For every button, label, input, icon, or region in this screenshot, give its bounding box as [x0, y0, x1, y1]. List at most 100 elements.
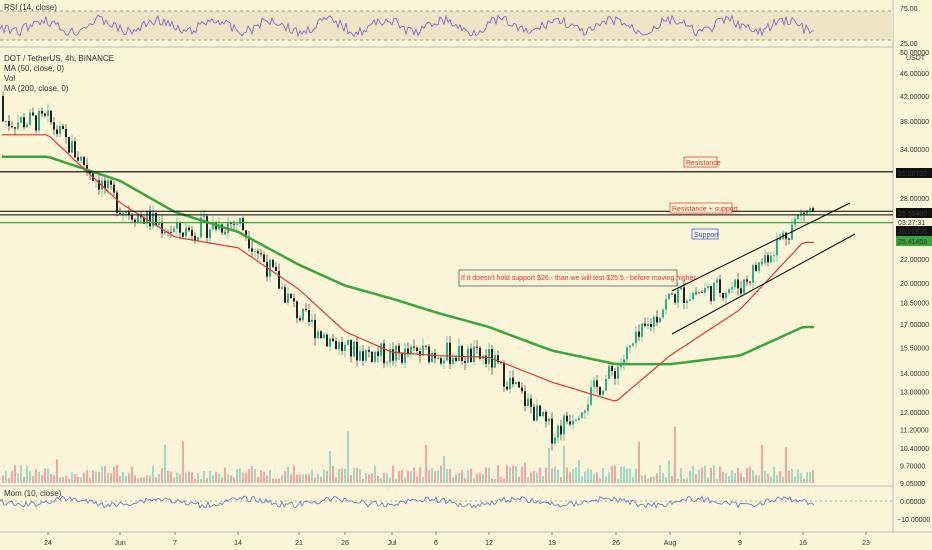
svg-text:Support: Support [694, 232, 719, 239]
volume-bar [566, 467, 568, 483]
candle [182, 232, 184, 237]
candle [392, 349, 394, 361]
candle [338, 341, 340, 349]
candle [191, 230, 193, 236]
price-tick-6: 28.00000 [900, 196, 929, 203]
volume-bar [152, 465, 154, 483]
candle [377, 351, 379, 357]
volume-bar [242, 472, 244, 483]
candle [149, 210, 151, 227]
annotation-support: Support [691, 228, 719, 240]
volume-bar [122, 471, 124, 483]
candle [806, 210, 808, 214]
volume-bar [656, 473, 658, 483]
volume-bar [179, 474, 181, 483]
annotation-resistance: Resistance [683, 156, 721, 168]
candle [311, 319, 313, 323]
volume-bar [200, 478, 202, 483]
candle [764, 255, 766, 264]
volume-bar [245, 472, 247, 483]
candle [677, 289, 679, 303]
candle [431, 352, 433, 363]
candle [443, 360, 445, 364]
volume-bar [524, 462, 526, 483]
volume-bar [110, 473, 112, 483]
candle [446, 342, 448, 361]
candle [800, 212, 802, 216]
volume-bar [371, 473, 373, 483]
volume-bar [638, 441, 640, 483]
volume-bar [707, 477, 709, 483]
candle [680, 287, 682, 290]
candle [755, 264, 757, 271]
candle [164, 232, 166, 234]
volume-bar [545, 467, 547, 483]
candle [17, 122, 19, 129]
candle [665, 299, 667, 310]
price-tick-14: 13.00000 [900, 390, 929, 397]
volume-bar [392, 465, 394, 483]
candle [200, 217, 202, 238]
volume-bar [515, 465, 517, 483]
time-tick-13: 16 [799, 540, 807, 547]
candle [341, 341, 343, 351]
candle [161, 222, 163, 234]
volume-bar [599, 478, 601, 483]
candle [722, 292, 724, 299]
volume-bar [263, 471, 265, 483]
volume-bar [569, 472, 571, 483]
volume-bar [461, 469, 463, 483]
volume-bar [728, 476, 730, 483]
volume-bar [35, 469, 37, 483]
candle [356, 341, 358, 361]
volume-bar [230, 475, 232, 483]
volume-bar [776, 475, 778, 483]
volume-bar [17, 473, 19, 483]
volume-bar [518, 476, 520, 483]
volume-bar [170, 471, 172, 483]
candle [476, 346, 478, 348]
candle [194, 235, 196, 241]
volume-bar [38, 472, 40, 483]
volume-bar [536, 472, 538, 483]
volume-bar [710, 467, 712, 483]
volume-bar [737, 467, 739, 483]
volume-bar [380, 478, 382, 483]
candle [296, 301, 298, 319]
candle [98, 180, 100, 190]
candle [605, 379, 607, 391]
volume-bar [782, 476, 784, 483]
time-tick-9: 19 [548, 540, 556, 547]
volume-bar [497, 465, 499, 483]
volume-bar [182, 441, 184, 483]
candle [611, 366, 613, 372]
candle [560, 425, 562, 435]
volume-bar [23, 476, 25, 483]
candle [683, 287, 685, 303]
candle [488, 348, 490, 364]
volume-bar [77, 476, 79, 483]
volume-bar [440, 465, 442, 483]
candle [617, 366, 619, 379]
volume-bar [686, 478, 688, 483]
candle [263, 254, 265, 262]
candle [248, 236, 250, 249]
volume-bar [44, 468, 46, 483]
candle [632, 343, 634, 346]
time-tick-8: 12 [485, 540, 493, 547]
volume-bar [620, 466, 622, 483]
candle [77, 157, 79, 161]
candle [65, 128, 67, 138]
volume-bar [443, 456, 445, 483]
volume-bar [2, 475, 4, 483]
volume-bar [662, 473, 664, 483]
volume-bar [155, 477, 157, 483]
volume-bar [563, 445, 565, 483]
volume-bar [275, 478, 277, 483]
candle [662, 309, 664, 318]
volume-bar [746, 467, 748, 483]
candle [35, 115, 37, 131]
volume-bar [575, 467, 577, 483]
candle [599, 386, 601, 395]
